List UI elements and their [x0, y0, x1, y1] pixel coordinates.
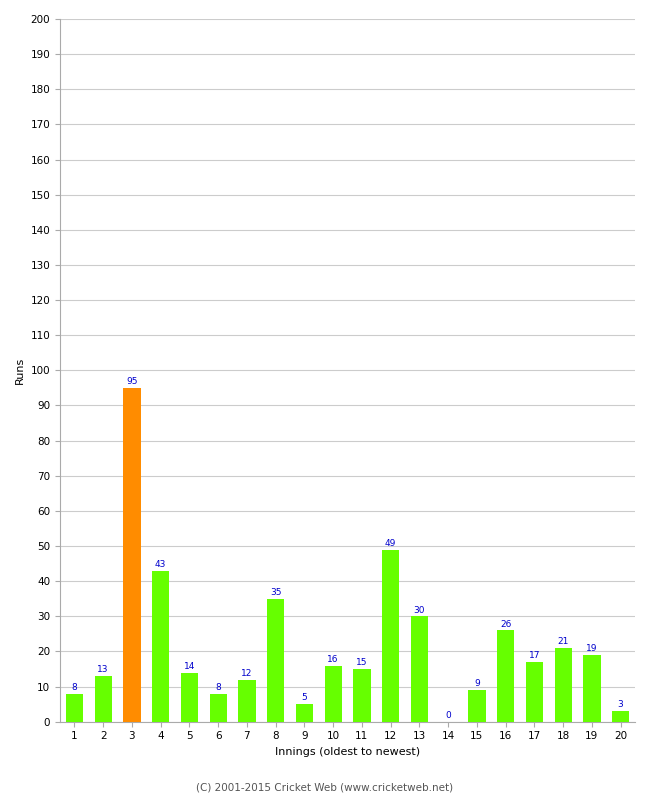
Text: 26: 26: [500, 620, 512, 629]
X-axis label: Innings (oldest to newest): Innings (oldest to newest): [275, 747, 420, 757]
Text: 15: 15: [356, 658, 368, 667]
Text: 35: 35: [270, 588, 281, 597]
Text: 0: 0: [445, 711, 451, 720]
Text: 14: 14: [184, 662, 195, 670]
Bar: [124, 388, 140, 722]
Bar: [353, 669, 370, 722]
Bar: [324, 666, 342, 722]
Text: 95: 95: [126, 377, 138, 386]
Bar: [181, 673, 198, 722]
Text: 12: 12: [241, 669, 253, 678]
Text: 43: 43: [155, 560, 166, 569]
Bar: [209, 694, 227, 722]
Bar: [267, 598, 284, 722]
Bar: [382, 550, 399, 722]
Bar: [554, 648, 572, 722]
Bar: [526, 662, 543, 722]
Text: 30: 30: [413, 606, 425, 614]
Bar: [468, 690, 486, 722]
Text: 16: 16: [328, 654, 339, 664]
Text: 21: 21: [558, 637, 569, 646]
Text: 8: 8: [215, 683, 221, 692]
Text: 3: 3: [618, 701, 623, 710]
Bar: [612, 711, 629, 722]
Y-axis label: Runs: Runs: [15, 357, 25, 384]
Text: 17: 17: [528, 651, 540, 660]
Text: (C) 2001-2015 Cricket Web (www.cricketweb.net): (C) 2001-2015 Cricket Web (www.cricketwe…: [196, 782, 454, 792]
Bar: [497, 630, 514, 722]
Bar: [94, 676, 112, 722]
Text: 8: 8: [72, 683, 77, 692]
Text: 13: 13: [98, 666, 109, 674]
Text: 49: 49: [385, 538, 396, 548]
Bar: [66, 694, 83, 722]
Bar: [583, 655, 601, 722]
Bar: [296, 704, 313, 722]
Text: 9: 9: [474, 679, 480, 688]
Text: 19: 19: [586, 644, 597, 654]
Bar: [152, 570, 169, 722]
Text: 5: 5: [302, 694, 307, 702]
Bar: [239, 679, 255, 722]
Bar: [411, 616, 428, 722]
